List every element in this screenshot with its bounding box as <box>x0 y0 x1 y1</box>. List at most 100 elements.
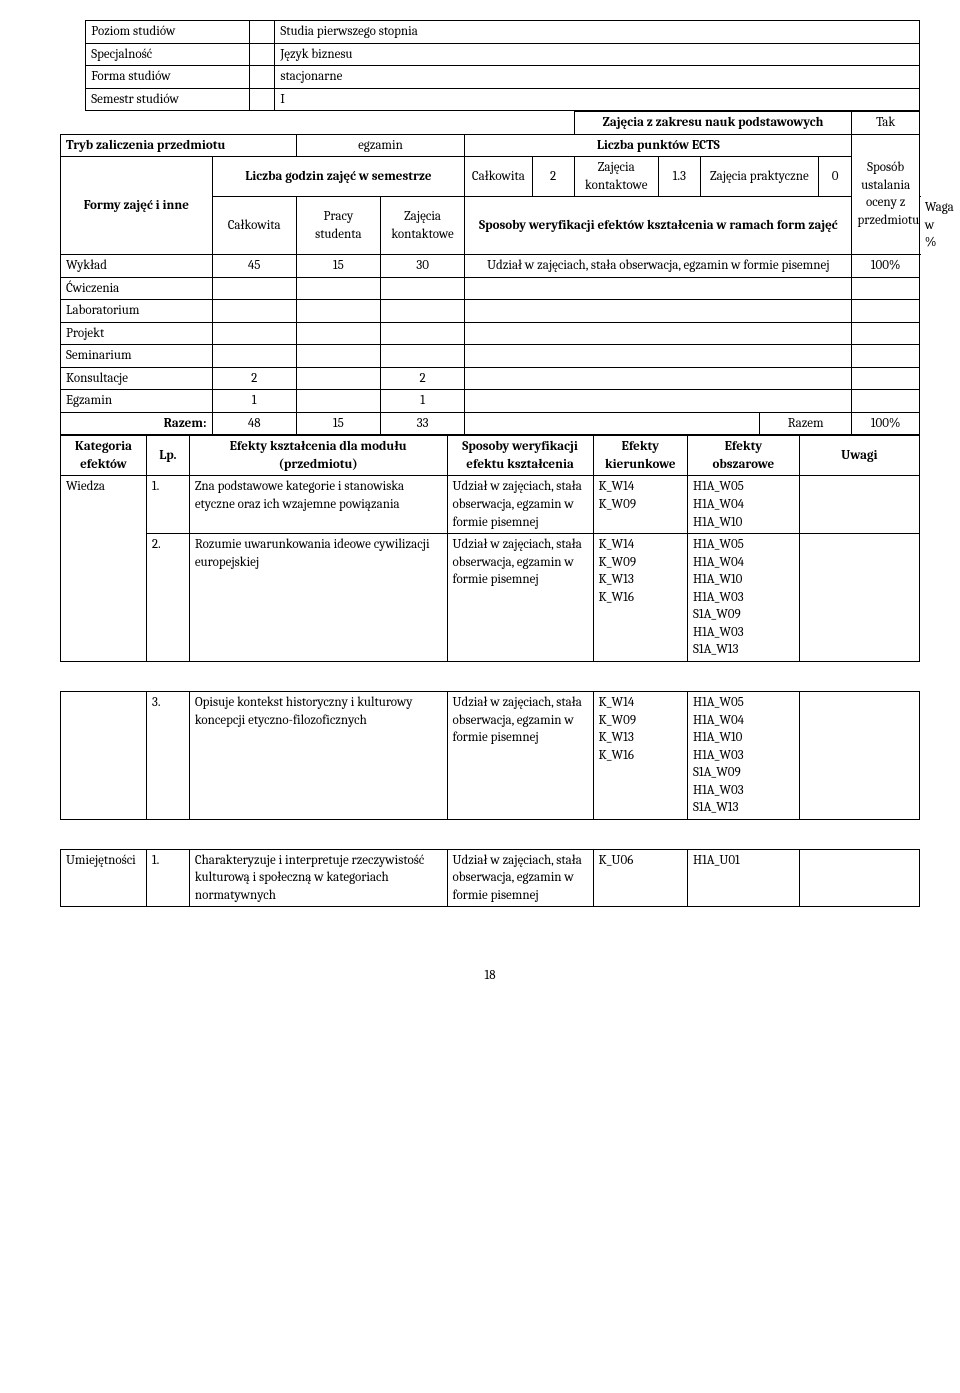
formy-row-waga: 100% <box>852 255 919 278</box>
ef-desc: Rozumie uwarunkowania ideowe cywilizacji… <box>189 534 447 662</box>
calkowita-short: Całkowita <box>465 157 532 197</box>
ef-obsz: H1A_W05H1A_W04H1A_W10H1A_W03S1A_W09H1A_W… <box>688 691 800 819</box>
formy-row-p <box>296 367 380 390</box>
formy-row-name: Wykład <box>61 255 213 278</box>
ef-desc: Charakteryzuje i interpretuje rzeczywist… <box>189 849 447 907</box>
ef-desc: Opisuje kontekst historyczny i kulturowy… <box>189 691 447 819</box>
formy-row-k <box>380 300 464 323</box>
formy-row-waga <box>852 345 919 368</box>
formy-label: Formy zajęć i inne <box>61 157 213 255</box>
formy-row-k: 30 <box>380 255 464 278</box>
ects-prakt: 0 <box>818 157 852 197</box>
tryb-value: egzamin <box>296 134 464 157</box>
formy-row-k <box>380 322 464 345</box>
formy-row-ver <box>465 322 852 345</box>
ef-ver: Udział w zajęciach, stała obserwacja, eg… <box>447 534 593 662</box>
formy-row-name: Egzamin <box>61 390 213 413</box>
ef-desc: Zna podstawowe kategorie i stanowiska et… <box>189 476 447 534</box>
ef-lp: 2. <box>146 534 189 662</box>
ef-kier: K_U06 <box>593 849 687 907</box>
formy-row-p <box>296 277 380 300</box>
ef-kategoria <box>61 691 147 819</box>
ef-uwagi <box>799 476 919 534</box>
ef-kier: K_W14K_W09 <box>593 476 687 534</box>
formy-row-c <box>212 322 296 345</box>
sposoby-wer-label: Sposoby weryfikacji efektów kształcenia … <box>465 197 852 255</box>
formy-row-name: Ćwiczenia <box>61 277 213 300</box>
ef-lp-header: Lp. <box>146 436 189 476</box>
formy-row-c: 45 <box>212 255 296 278</box>
pracy-label: Pracy studenta <box>296 197 380 255</box>
zp-label: Zajęcia praktyczne <box>700 157 818 197</box>
ef-obsz: H1A_U01 <box>688 849 800 907</box>
formy-row-k: 2 <box>380 367 464 390</box>
formy-row-name: Laboratorium <box>61 300 213 323</box>
ef-ver: Udział w zajęciach, stała obserwacja, eg… <box>447 691 593 819</box>
formy-row-name: Seminarium <box>61 345 213 368</box>
formy-row-p <box>296 390 380 413</box>
zakres-label: Zajęcia z zakresu nauk podstawowych <box>574 112 852 135</box>
formy-row-waga <box>852 367 919 390</box>
formy-row-waga <box>852 277 919 300</box>
formy-row-c: 2 <box>212 367 296 390</box>
ef-obsz: H1A_W05H1A_W04H1A_W10H1A_W03S1A_W09H1A_W… <box>688 534 800 662</box>
meta-table: Poziom studiów Studia pierwszego stopnia… <box>60 20 920 111</box>
ef-sposoby-header: Sposoby weryfikacji efektu kształcenia <box>447 436 593 476</box>
formy-row-waga <box>852 390 919 413</box>
ef-obsz-header: Efekty obszarowe <box>688 436 800 476</box>
razem-label: Razem: <box>61 412 213 435</box>
kontakt-label: Zajęcia kontaktowe <box>380 197 464 255</box>
formy-row-p: 15 <box>296 255 380 278</box>
sposob-label: Sposób ustalania oceny z przedmiotu <box>852 134 919 254</box>
ef-ver: Udział w zajęciach, stała obserwacja, eg… <box>447 476 593 534</box>
ects-calk: 2 <box>532 157 574 197</box>
formy-row-c <box>212 277 296 300</box>
formy-row-waga <box>852 300 919 323</box>
formy-row-k: 1 <box>380 390 464 413</box>
page: Poziom studiów Studia pierwszego stopnia… <box>0 0 960 1045</box>
ef-uwagi-header: Uwagi <box>799 436 919 476</box>
ef-uwagi <box>799 691 919 819</box>
formy-row-name: Konsultacje <box>61 367 213 390</box>
formy-row-p <box>296 345 380 368</box>
formy-row-c: 1 <box>212 390 296 413</box>
formy-row-p <box>296 322 380 345</box>
ef-kategoria: Wiedza <box>61 476 147 661</box>
ef-obsz: H1A_W05H1A_W04H1A_W10 <box>688 476 800 534</box>
ects-kontakt: 1.3 <box>658 157 700 197</box>
ef-ver: Udział w zajęciach, stała obserwacja, eg… <box>447 849 593 907</box>
formy-row-ver <box>465 277 852 300</box>
ef-kategoria: Umiejętności <box>61 849 147 907</box>
ef-uwagi <box>799 849 919 907</box>
efekty-table: Kategoria efektów Lp. Efekty kształcenia… <box>60 435 920 907</box>
formy-row-k <box>380 277 464 300</box>
page-number: 18 <box>60 967 920 985</box>
ef-kat-header: Kategoria efektów <box>61 436 147 476</box>
ef-kier: K_W14K_W09K_W13K_W16 <box>593 534 687 662</box>
formy-row-ver <box>465 367 852 390</box>
ef-uwagi <box>799 534 919 662</box>
formy-row-c <box>212 300 296 323</box>
meta-value: Studia pierwszego stopnia <box>275 21 920 44</box>
ef-kier-header: Efekty kierunkowe <box>593 436 687 476</box>
formy-row-waga <box>852 322 919 345</box>
meta-spacer <box>249 21 275 44</box>
formy-row-k <box>380 345 464 368</box>
ef-lp: 1. <box>146 849 189 907</box>
calkowita-label: Całkowita <box>212 197 296 255</box>
liczba-godzin-label: Liczba godzin zajęć w semestrze <box>212 157 465 197</box>
formy-row-ver <box>465 300 852 323</box>
meta-label: Poziom studiów <box>86 21 249 44</box>
formy-row-ver: Udział w zajęciach, stała obserwacja, eg… <box>465 255 852 278</box>
ef-lp: 1. <box>146 476 189 534</box>
ef-lp: 3. <box>146 691 189 819</box>
formy-row-ver <box>465 390 852 413</box>
formy-row-ver <box>465 345 852 368</box>
formy-row-p <box>296 300 380 323</box>
zk-short: Zajęcia kontaktowe <box>574 157 658 197</box>
tryb-label: Tryb zaliczenia przedmiotu <box>61 134 297 157</box>
formy-row-c <box>212 345 296 368</box>
zakres-value: Tak <box>852 112 919 135</box>
formy-row-name: Projekt <box>61 322 213 345</box>
ects-label: Liczba punktów ECTS <box>465 134 852 157</box>
